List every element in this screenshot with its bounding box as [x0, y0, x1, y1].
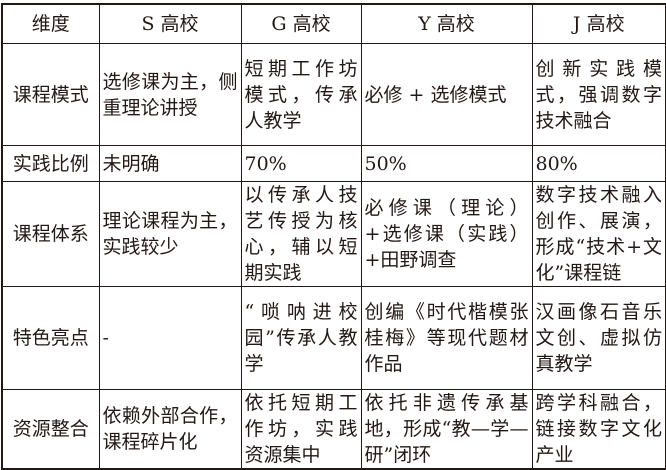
table-cell: 汉画像石音乐文创、虚拟仿真教学 — [531, 286, 666, 390]
table-cell: 依托短期工作坊，实践资源集中 — [240, 389, 362, 470]
table-row: 实践比例 未明确 70% 50% 80% — [1, 145, 666, 182]
table-cell: 必修 + 选修模式 — [360, 43, 533, 146]
table-cell: 短期工作坊模式，传承人教学 — [240, 43, 362, 146]
table-row: 课程体系 理论课程为主，实践较少 以传承人技艺传授为核心，辅以短期实践 必修课（… — [1, 181, 666, 287]
table-cell: 创新实践模式，强调数字技术融合 — [531, 43, 666, 146]
table-cell: 以传承人技艺传授为核心，辅以短期实践 — [240, 181, 362, 287]
table-cell: 70% — [240, 145, 362, 182]
header-cell: S 高校 — [98, 3, 242, 44]
dimension-cell: 实践比例 — [1, 145, 100, 182]
table-cell: 数字技术融入创作、展演，形成“技术+文化”课程链 — [531, 181, 666, 287]
table-cell: 未明确 — [98, 145, 242, 182]
table-cell: 80% — [531, 145, 666, 182]
table-cell: 依托非遗传承基地，形成“教—学—研”闭环 — [360, 389, 533, 470]
table-cell: 跨学科融合，链接数字文化产业 — [531, 389, 666, 470]
table-cell: 创编《时代楷模张桂梅》等现代题材作品 — [360, 286, 533, 390]
dimension-cell: 特色亮点 — [1, 286, 100, 390]
header-cell: Y 高校 — [360, 3, 533, 44]
table-row: 课程模式 选修课为主，侧重理论讲授 短期工作坊模式，传承人教学 必修 + 选修模… — [1, 43, 666, 146]
dimension-cell: 课程模式 — [1, 43, 100, 146]
table-cell: 选修课为主，侧重理论讲授 — [98, 43, 242, 146]
table-cell: 理论课程为主，实践较少 — [98, 181, 242, 287]
table-cell: - — [98, 286, 242, 390]
table-cell: 依赖外部合作，课程碎片化 — [98, 389, 242, 470]
table-cell: 50% — [360, 145, 533, 182]
dimension-cell: 资源整合 — [1, 389, 100, 470]
table-cell: “唢呐进校园”传承人教学 — [240, 286, 362, 390]
dimension-cell: 课程体系 — [1, 181, 100, 287]
table-row: 特色亮点 - “唢呐进校园”传承人教学 创编《时代楷模张桂梅》等现代题材作品 汉… — [1, 286, 666, 390]
header-cell: G 高校 — [240, 3, 362, 44]
table-cell: 必修课（理论）+选修课（实践）+田野调查 — [360, 181, 533, 287]
header-cell: J 高校 — [531, 3, 666, 44]
header-cell: 维度 — [1, 3, 100, 44]
table-row: 资源整合 依赖外部合作，课程碎片化 依托短期工作坊，实践资源集中 依托非遗传承基… — [1, 389, 666, 470]
header-row: 维度 S 高校 G 高校 Y 高校 J 高校 — [1, 3, 666, 44]
comparison-table: 维度 S 高校 G 高校 Y 高校 J 高校 课程模式 选修课为主，侧重理论讲授… — [1, 3, 666, 470]
